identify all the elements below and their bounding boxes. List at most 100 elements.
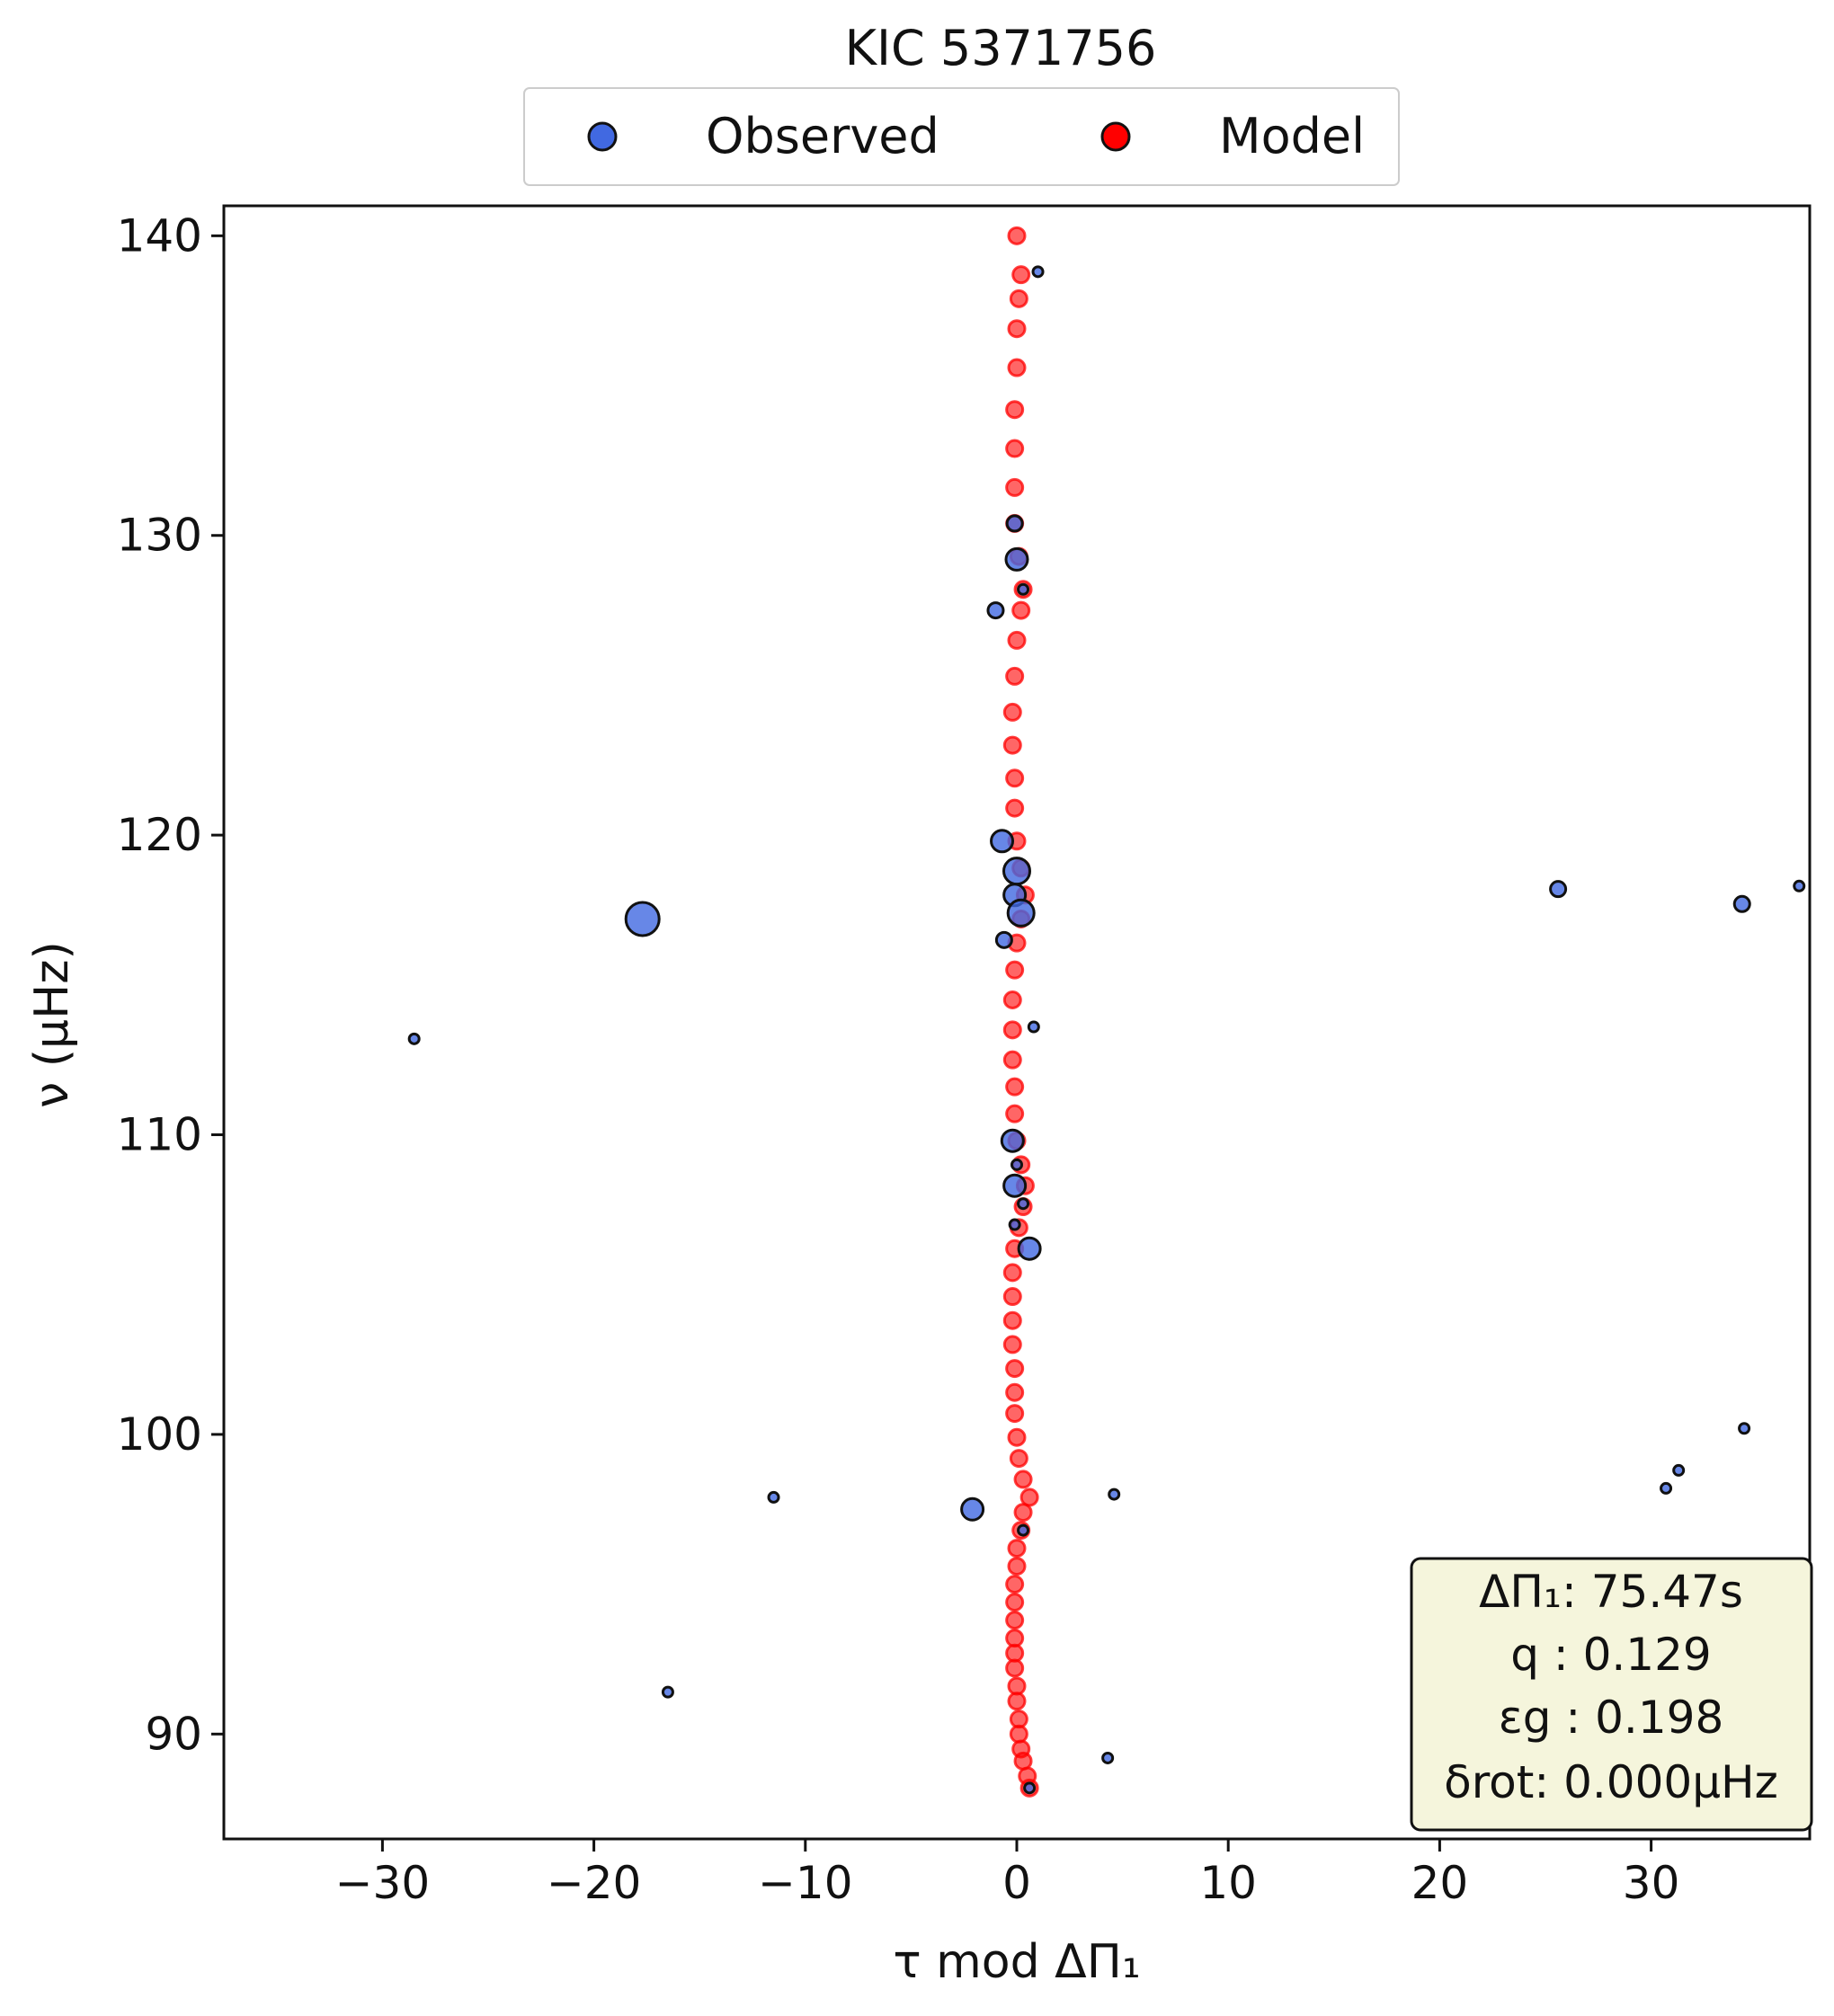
model-point: [1007, 1539, 1027, 1559]
observed-point: [1002, 857, 1031, 886]
model-point: [1005, 439, 1025, 458]
x-tick-label: −30: [335, 1857, 431, 1909]
x-tick-label: 20: [1411, 1857, 1469, 1909]
observed-point: [1004, 546, 1029, 572]
observed-point: [1549, 880, 1568, 899]
model-point: [1005, 768, 1025, 788]
observed-point: [767, 1490, 780, 1504]
model-point: [1005, 1611, 1025, 1630]
x-tick-label: 10: [1199, 1857, 1257, 1909]
observed-point: [1027, 1020, 1040, 1034]
observed-point: [1031, 265, 1045, 279]
model-point: [1002, 1310, 1022, 1330]
model-point: [1007, 1692, 1027, 1711]
model-point: [1005, 477, 1025, 497]
model-point: [1005, 400, 1025, 420]
observed-point: [960, 1496, 985, 1522]
info-coupling-q: q : 0.129: [1510, 1629, 1712, 1681]
model-point: [1009, 1724, 1028, 1744]
observed-point: [407, 1032, 421, 1045]
model-point: [1005, 1359, 1025, 1379]
model-point: [1007, 630, 1027, 650]
model-point: [1002, 702, 1022, 722]
observed-point: [661, 1685, 674, 1699]
observed-point: [1023, 1781, 1037, 1795]
x-tick-label: 0: [1002, 1857, 1031, 1909]
observed-point: [1672, 1463, 1686, 1477]
legend-label-model: Model: [1219, 108, 1365, 164]
observed-point: [1006, 898, 1036, 928]
y-tick-label: 120: [117, 809, 202, 861]
model-point: [1005, 798, 1025, 818]
observed-point: [1108, 1488, 1121, 1501]
model-point: [1005, 1382, 1025, 1402]
info-box-frame: [1410, 1557, 1813, 1832]
observed-point: [986, 601, 1005, 620]
legend-marker-model: [1100, 121, 1131, 152]
model-point: [1005, 1658, 1025, 1678]
model-point: [1005, 960, 1025, 980]
observed-point: [624, 901, 661, 937]
model-point: [1005, 1593, 1025, 1612]
info-box: ΔΠ₁: 75.47s q : 0.129 εg : 0.198 δrot: 0…: [1410, 1557, 1813, 1832]
model-point: [1011, 265, 1031, 285]
observed-point: [1017, 1197, 1030, 1211]
model-point: [1005, 1104, 1025, 1123]
legend-label-observed: Observed: [706, 108, 939, 164]
info-delta-pi: ΔΠ₁: 75.47s: [1479, 1566, 1743, 1618]
model-point: [1009, 1449, 1028, 1469]
axis-ticks: −30 −20 −10 0 10 20 30 90 100 110 120 130 140: [117, 209, 1680, 1909]
model-point: [1002, 1020, 1022, 1040]
y-tick-label: 100: [117, 1408, 202, 1461]
model-point: [1007, 319, 1027, 339]
model-point: [1005, 666, 1025, 686]
x-tick-label: 30: [1623, 1857, 1680, 1909]
observed-point: [1010, 1158, 1023, 1171]
observed-point: [990, 829, 1015, 854]
y-axis-label: ν (μHz): [25, 941, 79, 1108]
observed-point: [1002, 1173, 1028, 1198]
model-point: [1002, 735, 1022, 755]
model-point: [1002, 990, 1022, 1009]
model-point: [1005, 1575, 1025, 1594]
observed-point: [1738, 1422, 1751, 1435]
observed-point: [1000, 1128, 1025, 1153]
y-tick-label: 110: [117, 1109, 202, 1161]
observed-point: [1005, 514, 1024, 533]
model-point: [1002, 1263, 1022, 1283]
y-tick-label: 130: [117, 510, 202, 562]
observed-point: [1017, 1523, 1030, 1537]
observed-point: [1017, 582, 1030, 596]
model-point: [1002, 1050, 1022, 1070]
info-epsilon-g: εg : 0.198: [1499, 1692, 1724, 1744]
observed-point: [1017, 1236, 1042, 1261]
legend: Observed Model: [523, 87, 1400, 186]
model-point: [1011, 600, 1031, 620]
info-delta-rot: δrot: 0.000μHz: [1444, 1756, 1778, 1808]
model-point: [1013, 1470, 1033, 1489]
model-point: [1002, 1335, 1022, 1354]
observed-point: [1101, 1751, 1115, 1764]
observed-point: [1793, 879, 1806, 893]
model-point: [1007, 1557, 1027, 1576]
x-tick-label: −20: [547, 1857, 642, 1909]
model-point: [1005, 1077, 1025, 1097]
model-point: [1007, 226, 1027, 245]
plot-area: [407, 226, 1806, 1798]
model-point: [1007, 1427, 1027, 1447]
model-point: [1009, 289, 1028, 308]
chart-title: KIC 5371756: [845, 20, 1157, 76]
x-axis-label: τ mod ΔΠ₁: [893, 1935, 1140, 1989]
model-point: [1002, 1287, 1022, 1307]
observed-point: [994, 930, 1013, 949]
y-tick-label: 140: [117, 209, 202, 262]
model-point: [1007, 358, 1027, 377]
model-point: [1013, 1503, 1033, 1523]
observed-point: [1660, 1481, 1673, 1495]
legend-marker-observed: [587, 121, 618, 152]
legend-frame: [523, 87, 1400, 186]
y-tick-label: 90: [145, 1708, 202, 1760]
x-tick-label: −10: [758, 1857, 853, 1909]
model-point: [1005, 1404, 1025, 1424]
